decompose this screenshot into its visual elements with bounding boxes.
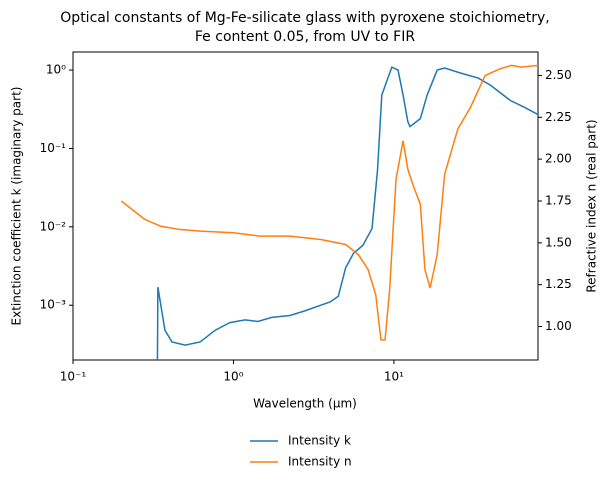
y2-tick-label: 2.50	[545, 68, 572, 82]
chart-title: Fe content 0.05, from UV to FIR	[195, 29, 415, 45]
y2-tick-label: 1.00	[545, 319, 572, 333]
x-tick-label: 10¹	[384, 370, 404, 384]
y2-tick-label: 1.25	[545, 277, 572, 291]
legend-label: Intensity n	[288, 455, 352, 469]
y-tick-label: 10⁻¹	[40, 141, 67, 155]
plot-series	[120, 64, 538, 360]
y2-tick-label: 2.25	[545, 110, 572, 124]
series-line	[120, 64, 538, 341]
y2-tick-label: 1.75	[545, 193, 572, 207]
series-line	[156, 66, 538, 360]
y-axis-label: Extinction coefficient k (imaginary part…	[10, 87, 24, 326]
chart-title: Optical constants of Mg-Fe-silicate glas…	[60, 10, 549, 26]
y2-tick-label: 2.00	[545, 152, 572, 166]
y2-tick-label: 1.50	[545, 235, 572, 249]
plot-frame	[72, 51, 539, 361]
x-tick-label: 10⁻¹	[60, 370, 87, 384]
x-axis-label: Wavelength (μm)	[253, 397, 357, 411]
legend-label: Intensity k	[288, 434, 351, 448]
x-tick-label: 10⁰	[223, 370, 243, 384]
y2-axis-label: Refractive index n (real part)	[585, 119, 599, 292]
y-tick-label: 10⁻³	[40, 298, 67, 312]
y-tick-label: 10⁻²	[40, 219, 67, 233]
y-tick-label: 10⁰	[46, 63, 66, 77]
